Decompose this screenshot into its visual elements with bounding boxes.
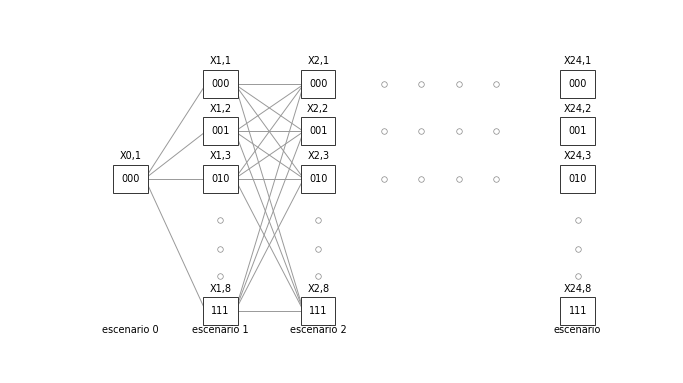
Text: 111: 111: [309, 306, 327, 316]
Text: 000: 000: [309, 79, 327, 89]
Text: X1,3: X1,3: [210, 151, 232, 161]
Text: escenario 1: escenario 1: [192, 325, 249, 335]
Text: X24,3: X24,3: [563, 151, 591, 161]
Text: X1,2: X1,2: [209, 104, 232, 114]
Text: X1,1: X1,1: [210, 56, 232, 67]
Text: X24,8: X24,8: [563, 283, 591, 293]
FancyBboxPatch shape: [203, 165, 238, 193]
Text: 010: 010: [568, 173, 587, 184]
Text: 001: 001: [211, 126, 229, 136]
Text: X24,2: X24,2: [563, 104, 592, 114]
Text: escenario 0: escenario 0: [102, 325, 158, 335]
Text: X2,1: X2,1: [307, 56, 329, 67]
FancyBboxPatch shape: [561, 297, 595, 326]
FancyBboxPatch shape: [301, 70, 335, 98]
Text: X2,8: X2,8: [307, 283, 329, 293]
FancyBboxPatch shape: [561, 70, 595, 98]
FancyBboxPatch shape: [561, 118, 595, 146]
Text: X1,8: X1,8: [210, 283, 232, 293]
FancyBboxPatch shape: [561, 165, 595, 193]
Text: X2,2: X2,2: [307, 104, 329, 114]
FancyBboxPatch shape: [301, 165, 335, 193]
Text: escenario: escenario: [554, 325, 601, 335]
Text: 010: 010: [211, 173, 229, 184]
FancyBboxPatch shape: [113, 165, 148, 193]
Text: escenario 2: escenario 2: [290, 325, 347, 335]
FancyBboxPatch shape: [301, 118, 335, 146]
Text: 000: 000: [121, 173, 139, 184]
FancyBboxPatch shape: [203, 297, 238, 326]
FancyBboxPatch shape: [203, 70, 238, 98]
Text: X0,1: X0,1: [120, 151, 141, 161]
FancyBboxPatch shape: [301, 297, 335, 326]
Text: 010: 010: [309, 173, 327, 184]
Text: 000: 000: [211, 79, 229, 89]
FancyBboxPatch shape: [203, 118, 238, 146]
Text: X2,3: X2,3: [307, 151, 329, 161]
Text: 001: 001: [309, 126, 327, 136]
Text: X24,1: X24,1: [563, 56, 591, 67]
Text: 000: 000: [568, 79, 587, 89]
Text: 111: 111: [211, 306, 229, 316]
Text: 111: 111: [568, 306, 587, 316]
Text: 001: 001: [568, 126, 587, 136]
